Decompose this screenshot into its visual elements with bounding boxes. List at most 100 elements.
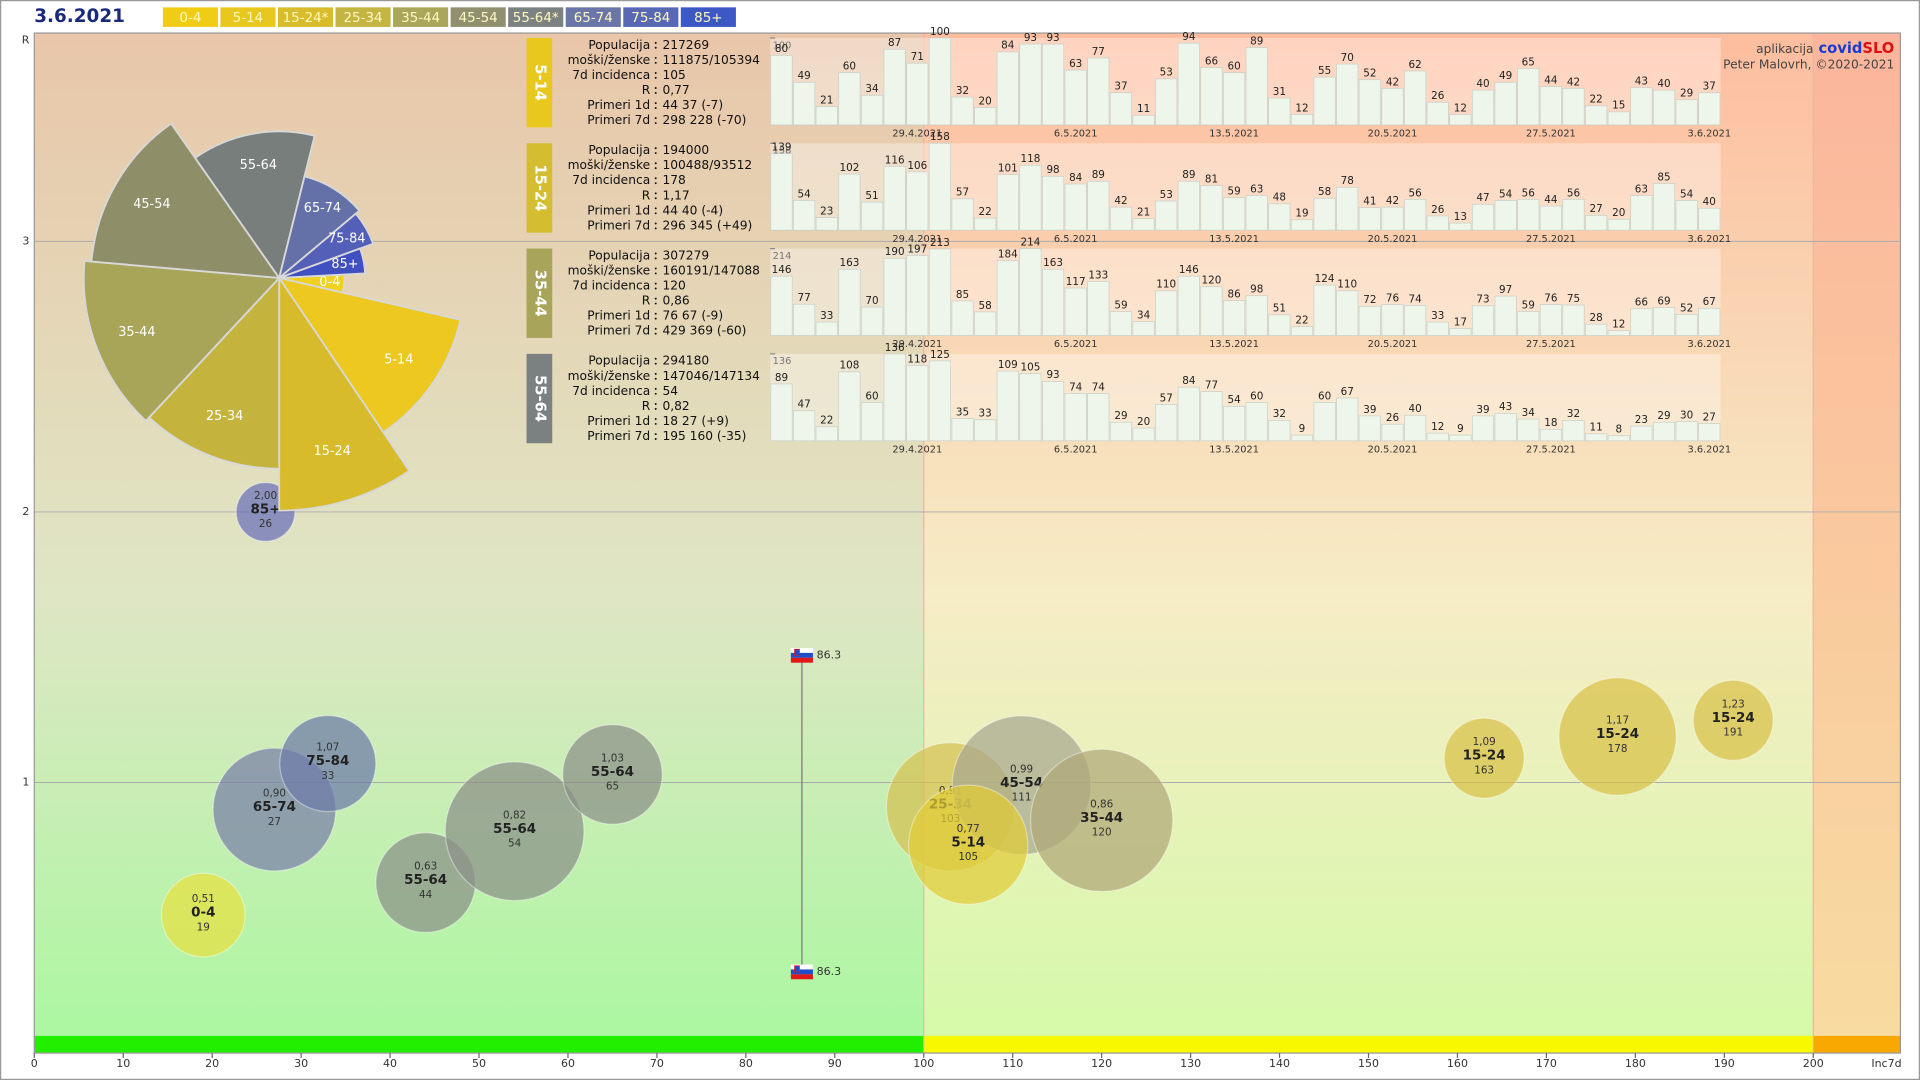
info-colon <box>654 332 657 335</box>
bubble-name: 5-14 <box>951 835 985 850</box>
bar-label: 97 <box>1499 284 1512 296</box>
info-label: Populacija <box>588 143 650 157</box>
info-colon <box>654 177 657 180</box>
bar-label: 12 <box>1295 102 1308 114</box>
info-colon <box>654 61 657 64</box>
info-colon <box>654 317 657 320</box>
bar-label: 59 <box>1227 186 1240 198</box>
bar <box>1200 67 1223 126</box>
bar-label: 23 <box>1635 414 1648 426</box>
bar <box>1268 419 1291 442</box>
bar-label: 74 <box>1069 381 1083 393</box>
bar <box>793 81 816 126</box>
legend-swatch <box>508 7 564 27</box>
bar-label: 30 <box>1680 410 1693 422</box>
bar <box>974 311 997 336</box>
info-label: Primeri 1d <box>587 98 650 112</box>
bar-label: 120 <box>1202 275 1222 287</box>
bar-label: 21 <box>1137 207 1150 219</box>
bar-label: 77 <box>1092 46 1105 58</box>
bar-label: 100 <box>930 26 950 38</box>
bar-label: 43 <box>1499 401 1512 413</box>
bar-label: 60 <box>865 390 878 402</box>
bar-label: 110 <box>1156 279 1176 291</box>
bar <box>1041 380 1065 442</box>
info-colon <box>654 182 657 185</box>
bar-label: 85 <box>956 289 969 301</box>
bar <box>1019 164 1042 231</box>
info-colon <box>654 192 657 195</box>
bar-label: 125 <box>930 349 950 361</box>
bar <box>1449 222 1472 231</box>
info-label: moški/ženske <box>568 263 651 277</box>
bar <box>1562 88 1585 126</box>
x-tick-label: 50 <box>472 1057 486 1070</box>
info-value: 76 67 (-9) <box>662 309 723 323</box>
info-colon <box>654 76 657 79</box>
bar-label: 84 <box>1001 40 1015 52</box>
bar-label: 84 <box>1069 172 1083 184</box>
bar <box>996 174 1019 231</box>
bar <box>1019 248 1042 336</box>
bar-label: 17 <box>1454 316 1467 328</box>
info-colon <box>654 252 657 255</box>
bar <box>1268 97 1291 126</box>
bar-label: 29 <box>1114 410 1127 422</box>
flag <box>790 647 813 663</box>
bar <box>1223 197 1246 231</box>
bubble <box>1443 717 1525 799</box>
legend-label: 25-34 <box>344 11 383 26</box>
bar-label: 76 <box>1386 293 1399 305</box>
bar <box>1630 195 1653 231</box>
bar-label: 33 <box>820 310 833 322</box>
bar-label: 106 <box>907 160 927 172</box>
bubble-r-label: 1,07 <box>316 742 339 754</box>
info-value: 100488/93512 <box>662 158 752 172</box>
info-colon <box>654 222 657 225</box>
x-tick-label: 200 <box>1803 1057 1824 1070</box>
bar <box>1698 92 1721 126</box>
bar-label: 213 <box>930 237 950 249</box>
bar <box>838 371 861 442</box>
info-label: R <box>642 83 651 97</box>
bubble-name: 85+ <box>251 502 281 517</box>
bar-label: 63 <box>1635 183 1648 195</box>
bubble-r-label: 0,51 <box>192 893 215 905</box>
date-label: 20.5.2021 <box>1368 444 1418 455</box>
info-colon <box>654 147 657 150</box>
bar <box>793 303 816 336</box>
brand-covid: covid <box>1818 40 1862 57</box>
bar-label: 32 <box>1567 408 1580 420</box>
x-tick-label: 180 <box>1625 1057 1646 1070</box>
bar-label: 60 <box>1227 61 1240 73</box>
polar-label: 15-24 <box>314 444 351 459</box>
bar <box>1177 42 1200 126</box>
bar-label: 184 <box>998 249 1018 261</box>
bar <box>1041 175 1065 231</box>
bar <box>1155 404 1178 442</box>
bubble-r-label: 1,23 <box>1722 698 1745 710</box>
bar-label: 42 <box>1386 76 1399 88</box>
bar <box>1652 183 1676 231</box>
info-colon <box>654 362 657 365</box>
bar-label: 110 <box>1337 279 1357 291</box>
bar <box>1630 87 1653 126</box>
bar <box>1404 305 1427 336</box>
bar-label: 214 <box>1021 236 1041 248</box>
polar-label: 65-74 <box>304 201 341 216</box>
bar <box>974 107 997 126</box>
bar-label: 40 <box>1409 403 1422 415</box>
polar-wedge <box>277 175 361 281</box>
bubble-name: 0-4 <box>191 906 215 921</box>
info-colon <box>654 297 657 300</box>
bar-label: 52 <box>1680 302 1693 314</box>
info-colon <box>654 107 657 109</box>
bar-label: 93 <box>1046 32 1059 44</box>
bar-label: 87 <box>888 37 901 49</box>
x-tick-label: 120 <box>1091 1057 1112 1070</box>
info-value: 194000 <box>662 143 709 157</box>
bar <box>1449 328 1472 336</box>
info-colon <box>654 272 657 275</box>
date-label: 20.5.2021 <box>1368 234 1418 245</box>
